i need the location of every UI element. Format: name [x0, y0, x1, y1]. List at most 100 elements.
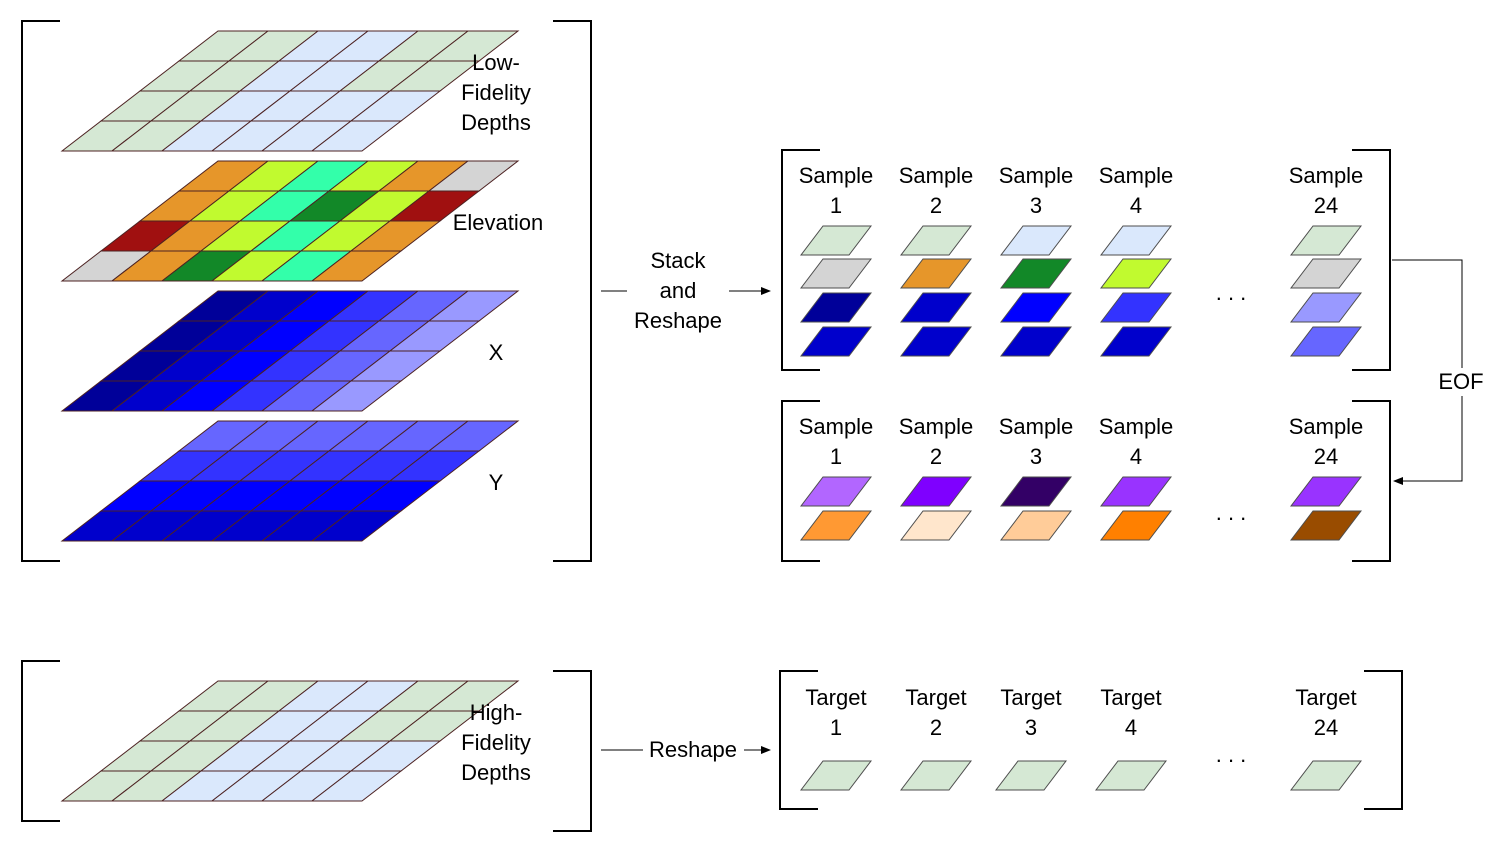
eof-samples-column-2-label-line-1: Sample	[999, 414, 1074, 439]
eof-samples-column-2-tile-0	[999, 476, 1073, 507]
right-bracket-high-fidelity	[553, 670, 592, 832]
input-samples-column-4: Sample 24	[1289, 163, 1363, 357]
eof-samples-column-4-tile-0	[1289, 476, 1363, 507]
targets-column-0: Target 1	[799, 685, 873, 791]
label-y: Y	[489, 470, 504, 495]
eof-line-bottom	[1393, 396, 1463, 485]
input-samples-column-0-tile-0	[799, 225, 873, 256]
input-samples-column-2-label-line-1: Sample	[999, 163, 1074, 188]
grid-elevation	[60, 160, 520, 282]
label-low-fidelity-line-1: Low-	[472, 50, 520, 75]
input-samples-column-3: Sample 4	[1099, 163, 1174, 357]
input-samples-column-0-tile-3	[799, 326, 873, 357]
targets-column-0-tile-0	[799, 760, 873, 791]
targets-column-4: Target 24	[1289, 685, 1363, 791]
eof-samples-column-3-tile-1	[1099, 510, 1173, 541]
targets-column-4-label-line-2: 24	[1314, 715, 1338, 740]
label-high-fidelity-line-1: High-	[470, 700, 523, 725]
input-samples-column-4-tile-1	[1289, 258, 1363, 289]
input-samples-column-2-tile-1	[999, 258, 1073, 289]
eof-samples-column-3-tile-0	[1099, 476, 1173, 507]
input-samples-ellipsis: . . .	[1216, 280, 1247, 305]
right-bracket-targets	[1364, 670, 1403, 810]
left-bracket-high-fidelity	[21, 660, 60, 822]
targets-column-3-label-line-1: Target	[1100, 685, 1161, 710]
eof-samples-column-4-tile-1	[1289, 510, 1363, 541]
targets-column-2-label-line-2: 3	[1025, 715, 1037, 740]
eof-samples-column-1-label-line-1: Sample	[899, 414, 974, 439]
grid-low-fidelity-depths	[60, 30, 520, 152]
input-samples-column-1-label-line-2: 2	[930, 193, 942, 218]
group-eof-samples: Sample 1 Sample 2 Sample 3 Sample 4 Sample 24 . . …	[799, 414, 1364, 541]
group-targets: Target 1 Target 2 Target 3 Target 4 Target 24 . . …	[799, 685, 1363, 791]
bracket-group	[21, 20, 1403, 832]
input-samples-column-2-tile-3	[999, 326, 1073, 357]
targets-column-3-label-line-2: 4	[1125, 715, 1137, 740]
input-samples-column-0-label-line-1: Sample	[799, 163, 874, 188]
eof-connector: EOF	[1392, 259, 1484, 485]
input-samples-column-2-tile-0	[999, 225, 1073, 256]
eof-samples-column-0-label-line-2: 1	[830, 444, 842, 469]
label-elevation: Elevation	[453, 210, 544, 235]
input-samples-column-1-tile-0	[899, 225, 973, 256]
input-samples-column-1-tile-2	[899, 292, 973, 323]
input-samples-column-2-label-line-2: 3	[1030, 193, 1042, 218]
eof-samples-column-2-tile-1	[999, 510, 1073, 541]
input-samples-column-4-tile-0	[1289, 225, 1363, 256]
eof-samples-column-4-label-line-2: 24	[1314, 444, 1338, 469]
grid-low-fidelity-depths-cell-3-5	[310, 120, 403, 152]
input-layers	[60, 30, 520, 802]
targets-column-3-tile-0	[1094, 760, 1168, 791]
eof-samples-column-1-tile-1	[899, 510, 973, 541]
targets-column-4-label-line-1: Target	[1295, 685, 1356, 710]
input-samples-column-3-tile-3	[1099, 326, 1173, 357]
eof-samples-column-3: Sample 4	[1099, 414, 1173, 541]
eof-samples-column-2-label-line-2: 3	[1030, 444, 1042, 469]
stack-label-line-2: and	[660, 278, 697, 303]
eof-samples-column-0-tile-0	[799, 476, 873, 507]
label-high-fidelity-line-3: Depths	[461, 760, 531, 785]
grid-x-cell-3-5	[310, 380, 403, 412]
input-samples-column-4-label-line-2: 24	[1314, 193, 1338, 218]
stack-label-line-3: Reshape	[634, 308, 722, 333]
eof-samples-column-1: Sample 2	[899, 414, 974, 541]
label-low-fidelity-line-3: Depths	[461, 110, 531, 135]
targets-column-1-label-line-2: 2	[930, 715, 942, 740]
label-x: X	[489, 340, 504, 365]
targets-column-3: Target 4	[1094, 685, 1168, 791]
right-bracket-input-samples	[1352, 149, 1391, 371]
layer-labels: Low- Fidelity Depths Elevation X Y High-…	[453, 50, 544, 785]
eof-samples-column-4-label-line-1: Sample	[1289, 414, 1364, 439]
reshape-label: Reshape	[649, 737, 737, 762]
targets-column-1: Target 2	[899, 685, 973, 791]
eof-samples-column-0-tile-1	[799, 510, 873, 541]
input-samples-column-3-label-line-1: Sample	[1099, 163, 1174, 188]
stack-label-line-1: Stack	[650, 248, 706, 273]
input-samples-column-4-tile-2	[1289, 292, 1363, 323]
targets-column-2: Target 3	[994, 685, 1068, 791]
targets-column-1-label-line-1: Target	[905, 685, 966, 710]
input-samples-column-2: Sample 3	[999, 163, 1074, 357]
left-bracket-targets	[779, 670, 818, 810]
targets-column-4-tile-0	[1289, 760, 1363, 791]
right-bracket-input-stack	[553, 20, 592, 562]
eof-samples-column-1-tile-0	[899, 476, 973, 507]
targets-column-1-tile-0	[899, 760, 973, 791]
input-samples-column-0-tile-2	[799, 292, 873, 323]
input-samples-column-1-tile-1	[899, 258, 973, 289]
eof-samples-column-1-label-line-2: 2	[930, 444, 942, 469]
input-samples-column-3-label-line-2: 4	[1130, 193, 1142, 218]
grid-x	[60, 290, 520, 412]
input-samples-column-0: Sample 1	[799, 163, 874, 357]
label-high-fidelity-line-2: Fidelity	[461, 730, 531, 755]
input-samples-column-3-tile-2	[1099, 292, 1173, 323]
grid-y	[60, 420, 520, 542]
label-low-fidelity-line-2: Fidelity	[461, 80, 531, 105]
input-samples-column-1-label-line-1: Sample	[899, 163, 974, 188]
input-samples-column-3-tile-0	[1099, 225, 1173, 256]
left-bracket-input-stack	[21, 20, 60, 562]
grid-high-fidelity-depths	[60, 680, 520, 802]
group-input-samples: Sample 1 Sample 2 Sample 3 Sample 4 Sample 24 . . …	[799, 163, 1363, 357]
